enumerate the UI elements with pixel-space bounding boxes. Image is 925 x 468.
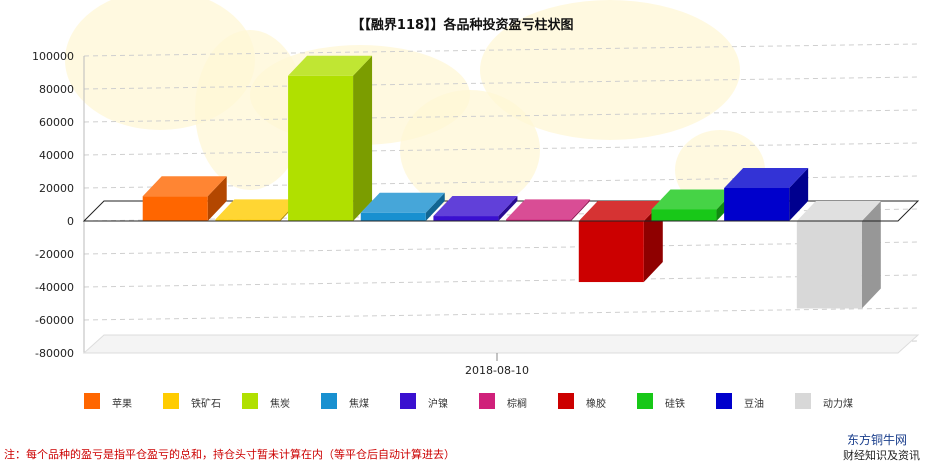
bar-top [215, 199, 300, 220]
legend-swatch [558, 393, 574, 409]
bar [215, 219, 281, 221]
gridline [83, 43, 919, 57]
gridline [83, 142, 919, 156]
bar-top [288, 55, 373, 76]
x-axis-label: 2018-08-10 [465, 364, 529, 377]
y-tick-label: 0 [67, 215, 74, 228]
footnote: 注：每个品种的盈亏是指平仓盈亏的总和，持仓头寸暂未计算在内（等平仓后自动计算进去… [4, 448, 455, 461]
legend-swatch [321, 393, 337, 409]
bar [506, 219, 572, 221]
legend-label: 焦炭 [270, 399, 290, 410]
bar-side [861, 201, 881, 309]
y-tick-label: -40000 [35, 281, 74, 294]
gridline [83, 307, 919, 321]
bar-top [796, 201, 881, 221]
bar-top [651, 189, 736, 210]
gridline [83, 76, 919, 90]
legend-label: 硅铁 [665, 399, 685, 410]
y-tick-label: 80000 [39, 83, 74, 96]
bar-top [360, 192, 445, 213]
plot-floor [82, 334, 920, 354]
legend-label: 沪镍 [428, 399, 448, 410]
y-tick-label: -60000 [35, 314, 74, 327]
bar-top [142, 176, 227, 197]
y-tick-label: 40000 [39, 149, 74, 162]
y-tick-label: 100000 [32, 50, 74, 63]
bar [578, 221, 644, 283]
gridline [83, 274, 919, 288]
map-backdrop-shape [400, 90, 540, 210]
legend-swatch [400, 393, 416, 409]
legend-label: 橡胶 [586, 399, 606, 410]
bar-side [789, 168, 809, 221]
gridline [83, 241, 919, 255]
y-tick-label: -20000 [35, 248, 74, 261]
bar-side [207, 176, 227, 221]
bar [360, 212, 426, 221]
y-tick-label: -80000 [35, 347, 74, 360]
bar [142, 196, 208, 221]
bar [796, 221, 862, 309]
map-backdrop-shape [480, 0, 740, 140]
bar [651, 209, 717, 221]
legend-swatch [795, 393, 811, 409]
legend-label: 焦煤 [349, 399, 369, 410]
bar-top [724, 168, 809, 188]
brand-name[interactable]: 东方铜牛网 [846, 433, 907, 447]
bar-side [571, 199, 591, 221]
bar [724, 188, 790, 221]
legend-swatch [163, 393, 179, 409]
bar-side [498, 196, 518, 221]
bar-side [425, 192, 445, 221]
legend-swatch [637, 393, 653, 409]
legend-swatch [84, 393, 100, 409]
brand-tagline: 财经知识及资讯 [843, 449, 920, 462]
legend-swatch [716, 393, 732, 409]
y-tick-label: 60000 [39, 116, 74, 129]
legend-label: 动力煤 [823, 399, 853, 410]
legend-swatch [479, 393, 495, 409]
legend-label: 铁矿石 [191, 399, 221, 410]
legend-label: 棕榈 [507, 399, 527, 410]
chart-legend: 苹果 铁矿石 焦炭 焦煤 沪镍 棕榈 橡胶 硅铁 豆油 动力煤 [84, 392, 884, 412]
gridline [83, 109, 919, 123]
legend-label: 苹果 [112, 399, 132, 410]
bar-top [578, 201, 663, 221]
bar-top [506, 199, 591, 220]
bar [433, 216, 499, 221]
legend-label: 豆油 [744, 399, 764, 410]
bar-top [433, 196, 518, 217]
legend-swatch [242, 393, 258, 409]
chart-title: 【【融界118】】各品种投资盈亏柱状图 [351, 18, 574, 33]
bar-side [353, 55, 373, 221]
y-tick-label: 20000 [39, 182, 74, 195]
bar [288, 75, 354, 221]
